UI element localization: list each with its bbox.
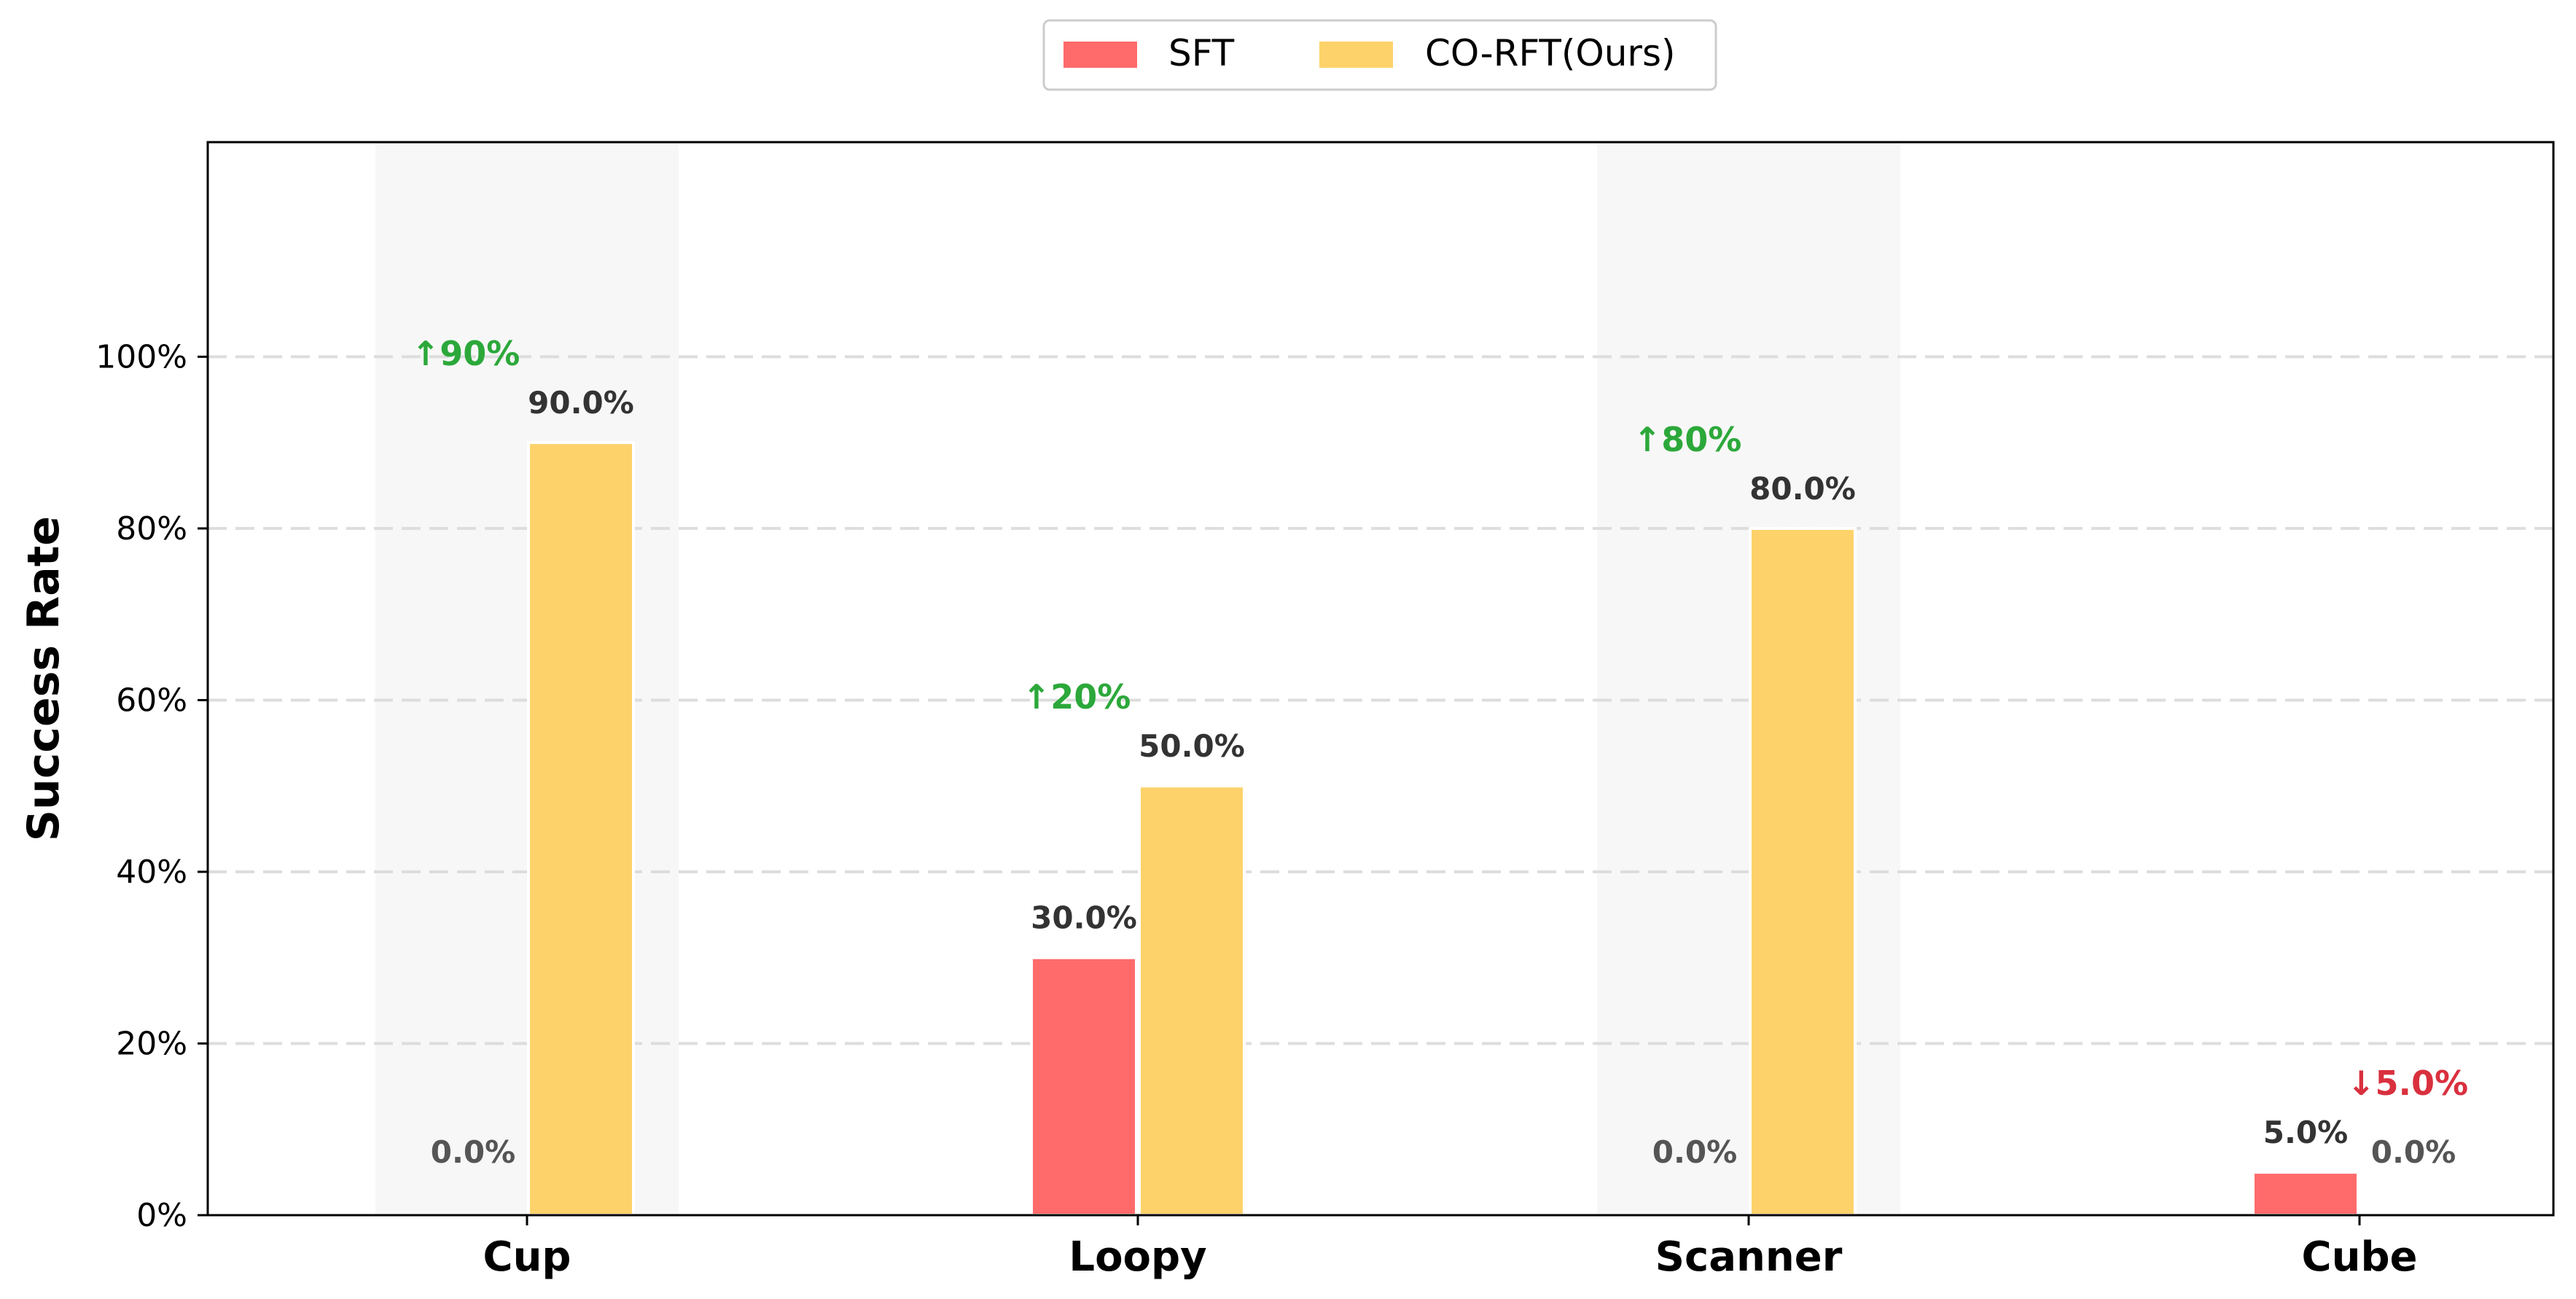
delta-annotation: ↑20% (1023, 677, 1131, 717)
value-label: 0.0% (1652, 1134, 1737, 1170)
plot-frame (206, 141, 2555, 1217)
axes: 0%20%40%60%80%100%CupLoopyScannerCubeSan… (18, 141, 2555, 1281)
legend-label[interactable]: CO-RFT(Ours) (1425, 32, 1676, 74)
legend-label[interactable]: SFT (1168, 32, 1235, 74)
bar-sft-loopy (1030, 956, 1138, 1217)
value-label: 50.0% (1139, 728, 1245, 764)
delta-annotation: ↓5.0% (2347, 1064, 2468, 1103)
delta-annotation: ↑90% (412, 334, 520, 373)
category-bands (375, 142, 1900, 1215)
legend-swatch (1319, 42, 1393, 68)
x-tick-label: Cup (483, 1233, 571, 1281)
x-tick-label: Loopy (1069, 1233, 1206, 1281)
y-tick-label: 100% (95, 338, 187, 375)
legend-swatch (1063, 42, 1137, 68)
bars (527, 441, 2360, 1217)
bar-sft-cube (2252, 1171, 2360, 1217)
y-axis-label: Success Rate (18, 516, 69, 841)
x-tick-label: Cube (2301, 1233, 2417, 1281)
bar-corft-loopy (1138, 784, 1246, 1217)
value-label: 90.0% (528, 385, 634, 421)
bar-corft-cup (527, 441, 635, 1217)
value-labels: 0.0% 90.0%↑90% 30.0% 50.0%↑20% 0.0% 80.0%↑80%… (412, 334, 2468, 1170)
y-tick-label: 40% (116, 854, 187, 891)
bar-corft-scanner (1749, 526, 1857, 1217)
y-tick-label: 80% (116, 510, 187, 547)
value-label: 30.0% (1031, 900, 1137, 936)
x-tick-label: Scanner (1655, 1233, 1843, 1281)
value-label: 0.0% (431, 1134, 515, 1170)
legend[interactable]: SFT CO-RFT(Ours) (1042, 19, 1717, 91)
value-label: 80.0% (1749, 471, 1856, 507)
y-tick-label: 60% (116, 682, 187, 719)
y-tick-label: 20% (116, 1025, 187, 1062)
value-label: 5.0% (2263, 1115, 2348, 1150)
y-tick-label: 0% (136, 1197, 187, 1234)
delta-annotation: ↑80% (1634, 420, 1742, 459)
value-label: 0.0% (2371, 1134, 2456, 1170)
